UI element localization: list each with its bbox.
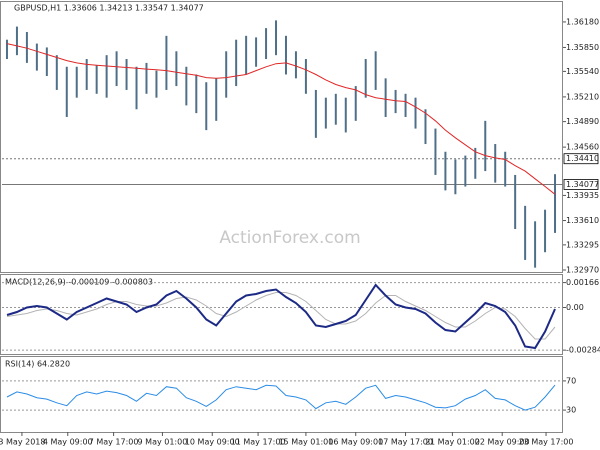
y-tick-label: 1.32970 — [566, 265, 599, 274]
moving-average — [6, 43, 556, 195]
y-tick-label: 0.001661 — [566, 278, 600, 287]
y-tick-label: 0.00 — [566, 303, 584, 312]
y-tick-label: 1.33295 — [566, 240, 599, 249]
x-tick-label: 10 May 09:00 — [185, 438, 240, 447]
x-tick-label: 22 May 09:00 — [475, 438, 530, 447]
macd-title: MACD(12,26,9) -0.000109 -0.000803 — [5, 278, 153, 287]
x-tick-label: 9 May 01:00 — [138, 438, 188, 447]
level-label: 1.34077 — [566, 180, 599, 189]
macd-main — [6, 283, 556, 350]
x-tick-label: 15 May 01:00 — [278, 438, 333, 447]
level-label: 1.34410 — [566, 154, 599, 163]
level-label-box — [563, 179, 599, 190]
watermark: ActionForex.com — [219, 228, 360, 248]
rsi-frame — [0, 356, 563, 433]
x-tick-label: 16 May 09:00 — [328, 438, 383, 447]
x-tick-label: 11 May 17:00 — [231, 438, 286, 447]
y-tick-label: 1.34890 — [566, 117, 599, 126]
x-tick-label: 3 May 2018 — [0, 438, 45, 447]
y-tick-label: 1.34560 — [566, 143, 599, 152]
y-tick-label: 1.33935 — [566, 191, 599, 200]
x-tick-label: 17 May 17:00 — [378, 438, 433, 447]
y-tick-label: 1.35210 — [566, 92, 599, 101]
x-tick-label: 7 May 17:00 — [89, 438, 139, 447]
y-tick-label: 30 — [566, 406, 576, 415]
y-tick-label: -0.002842 — [566, 346, 600, 355]
y-tick-label: 1.33610 — [566, 216, 599, 225]
x-tick-label: 23 May 17:00 — [519, 438, 574, 447]
y-tick-label: 1.35850 — [566, 43, 599, 52]
x-tick-label: 4 May 09:00 — [43, 438, 93, 447]
rsi-line — [6, 384, 556, 411]
macd-frame — [0, 274, 563, 355]
y-tick-label: 1.35540 — [566, 67, 599, 76]
y-tick-label: 1.36180 — [566, 17, 599, 26]
y-tick-label: 70 — [566, 376, 576, 385]
rsi-title: RSI(14) 64.2820 — [5, 360, 70, 369]
price-frame — [0, 1, 563, 273]
price-title: GBPUSD,H1 1.33606 1.34213 1.33547 1.3407… — [14, 4, 204, 13]
x-tick-label: 21 May 01:00 — [425, 438, 480, 447]
level-label-box — [563, 153, 599, 165]
